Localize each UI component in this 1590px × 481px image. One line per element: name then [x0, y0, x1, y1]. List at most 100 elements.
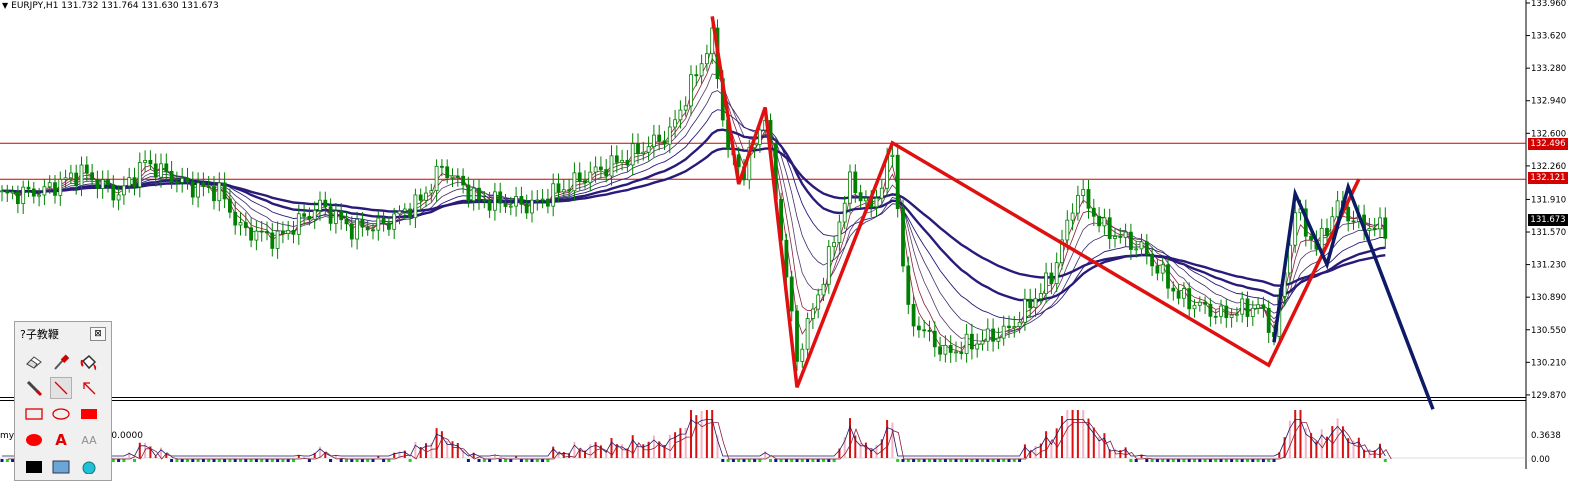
- histogram-dot: [186, 459, 189, 462]
- rectangle-filled-icon[interactable]: [78, 403, 100, 425]
- ellipse-outline-icon[interactable]: [50, 403, 72, 425]
- moving-average-line: [1, 44, 1386, 353]
- histogram-dot: [996, 459, 1000, 462]
- moving-average-line: [1, 73, 1386, 342]
- histogram-dot: [1272, 459, 1276, 462]
- histogram-bar: [679, 428, 682, 458]
- histogram-bar: [1034, 445, 1037, 458]
- price-chart-canvas[interactable]: 133.960 133.620 133.280 132.940 132.600 132.2…: [0, 0, 1590, 469]
- circle-tool-icon[interactable]: [78, 455, 100, 477]
- candle-body: [832, 242, 836, 248]
- histogram-bar: [605, 450, 608, 458]
- text-style-icon[interactable]: AA: [78, 429, 100, 451]
- histogram-bar: [393, 452, 396, 458]
- eraser-icon[interactable]: [23, 351, 45, 373]
- histogram-bar: [1076, 410, 1079, 458]
- candle-body: [609, 155, 614, 177]
- candle-body: [683, 105, 688, 111]
- histogram-bar: [1061, 415, 1063, 458]
- candle-body: [1070, 212, 1075, 221]
- candle-body: [879, 187, 884, 199]
- histogram-dot: [779, 459, 783, 462]
- zigzag-red-trendline[interactable]: [710, 16, 1361, 388]
- candle-body: [927, 330, 932, 332]
- histogram-dot: [827, 459, 831, 462]
- candle-body: [360, 218, 365, 228]
- indicator-axis-top: 0.3638: [1531, 431, 1561, 441]
- histogram-bar: [1304, 427, 1307, 458]
- histogram-bar: [1066, 410, 1069, 458]
- candle-body: [1261, 304, 1266, 309]
- histogram-dot: [1145, 459, 1149, 462]
- ellipse-filled-icon[interactable]: [23, 429, 45, 451]
- histogram-dot: [509, 459, 513, 462]
- histogram-bar: [1055, 428, 1058, 458]
- histogram-bar: [334, 454, 337, 458]
- candle-body: [397, 210, 402, 215]
- histogram-dot: [731, 459, 735, 462]
- price-tag-lower-level: 132.121: [1528, 172, 1568, 184]
- histogram-bar: [493, 454, 496, 458]
- histogram-dot: [260, 459, 264, 462]
- rectangle-outline-icon[interactable]: [23, 403, 45, 425]
- histogram-dot: [1018, 459, 1022, 462]
- candle-body: [1118, 236, 1123, 238]
- candle-body: [1012, 326, 1017, 329]
- paint-bucket-icon[interactable]: [78, 351, 100, 373]
- histogram-dot: [1208, 459, 1212, 462]
- candle-body: [1229, 314, 1234, 318]
- histogram-bar: [1310, 433, 1313, 458]
- dropdown-triangle-icon[interactable]: ▼: [2, 1, 9, 10]
- line-tool-icon[interactable]: [50, 377, 72, 399]
- pencil-icon[interactable]: [23, 377, 45, 399]
- histogram-bar: [1140, 454, 1143, 458]
- histogram-bar: [1039, 443, 1042, 458]
- indicator-axis-bottom: 0.00: [1531, 455, 1550, 465]
- histogram-dot: [1383, 459, 1387, 462]
- candle-body: [312, 209, 317, 220]
- histogram-bar: [138, 442, 141, 458]
- drawing-toolbox[interactable]: ?子教鞭 ⊠: [14, 321, 112, 481]
- histogram-bar: [843, 436, 846, 458]
- candle-body: [1325, 227, 1329, 236]
- histogram-bar: [1288, 420, 1291, 458]
- candle-body: [699, 63, 704, 77]
- histogram-dot: [917, 459, 921, 462]
- color-black-swatch-icon[interactable]: [23, 455, 45, 477]
- candle-body: [328, 206, 333, 224]
- candle-body: [1017, 321, 1022, 327]
- candle-body: [227, 198, 232, 213]
- candle-body: [662, 140, 667, 145]
- pipette-icon[interactable]: [50, 351, 72, 373]
- histogram-dot: [292, 459, 295, 462]
- histogram-dot: [196, 459, 200, 462]
- histogram-bar: [684, 428, 687, 458]
- candle-body: [906, 265, 911, 305]
- candle-body: [42, 186, 47, 196]
- candle-body: [143, 160, 148, 163]
- candle-body: [137, 162, 142, 188]
- histogram-bar: [1347, 438, 1350, 458]
- candle-body: [842, 202, 847, 223]
- histogram-dot: [281, 459, 285, 462]
- image-tool-icon[interactable]: [50, 455, 72, 477]
- candle-body: [1309, 235, 1313, 241]
- toolbox-close-button[interactable]: ⊠: [90, 327, 106, 341]
- histogram-bar: [377, 455, 380, 458]
- histogram-dot: [753, 459, 757, 462]
- histogram-bar: [446, 440, 449, 458]
- arrow-tool-icon[interactable]: [78, 377, 100, 399]
- candle-body: [0, 190, 4, 193]
- histogram-bar: [1299, 410, 1302, 458]
- candle-body: [1123, 231, 1128, 238]
- histogram-dot: [726, 459, 730, 462]
- candle-body: [853, 171, 858, 194]
- zigzag-navy-trendline[interactable]: [1272, 181, 1435, 410]
- histogram-bar: [562, 452, 565, 458]
- histogram-bar: [594, 442, 597, 458]
- candle-body: [63, 177, 68, 180]
- histogram-bar: [886, 419, 889, 458]
- text-tool-icon[interactable]: A: [50, 429, 72, 451]
- histogram-bar: [658, 441, 661, 458]
